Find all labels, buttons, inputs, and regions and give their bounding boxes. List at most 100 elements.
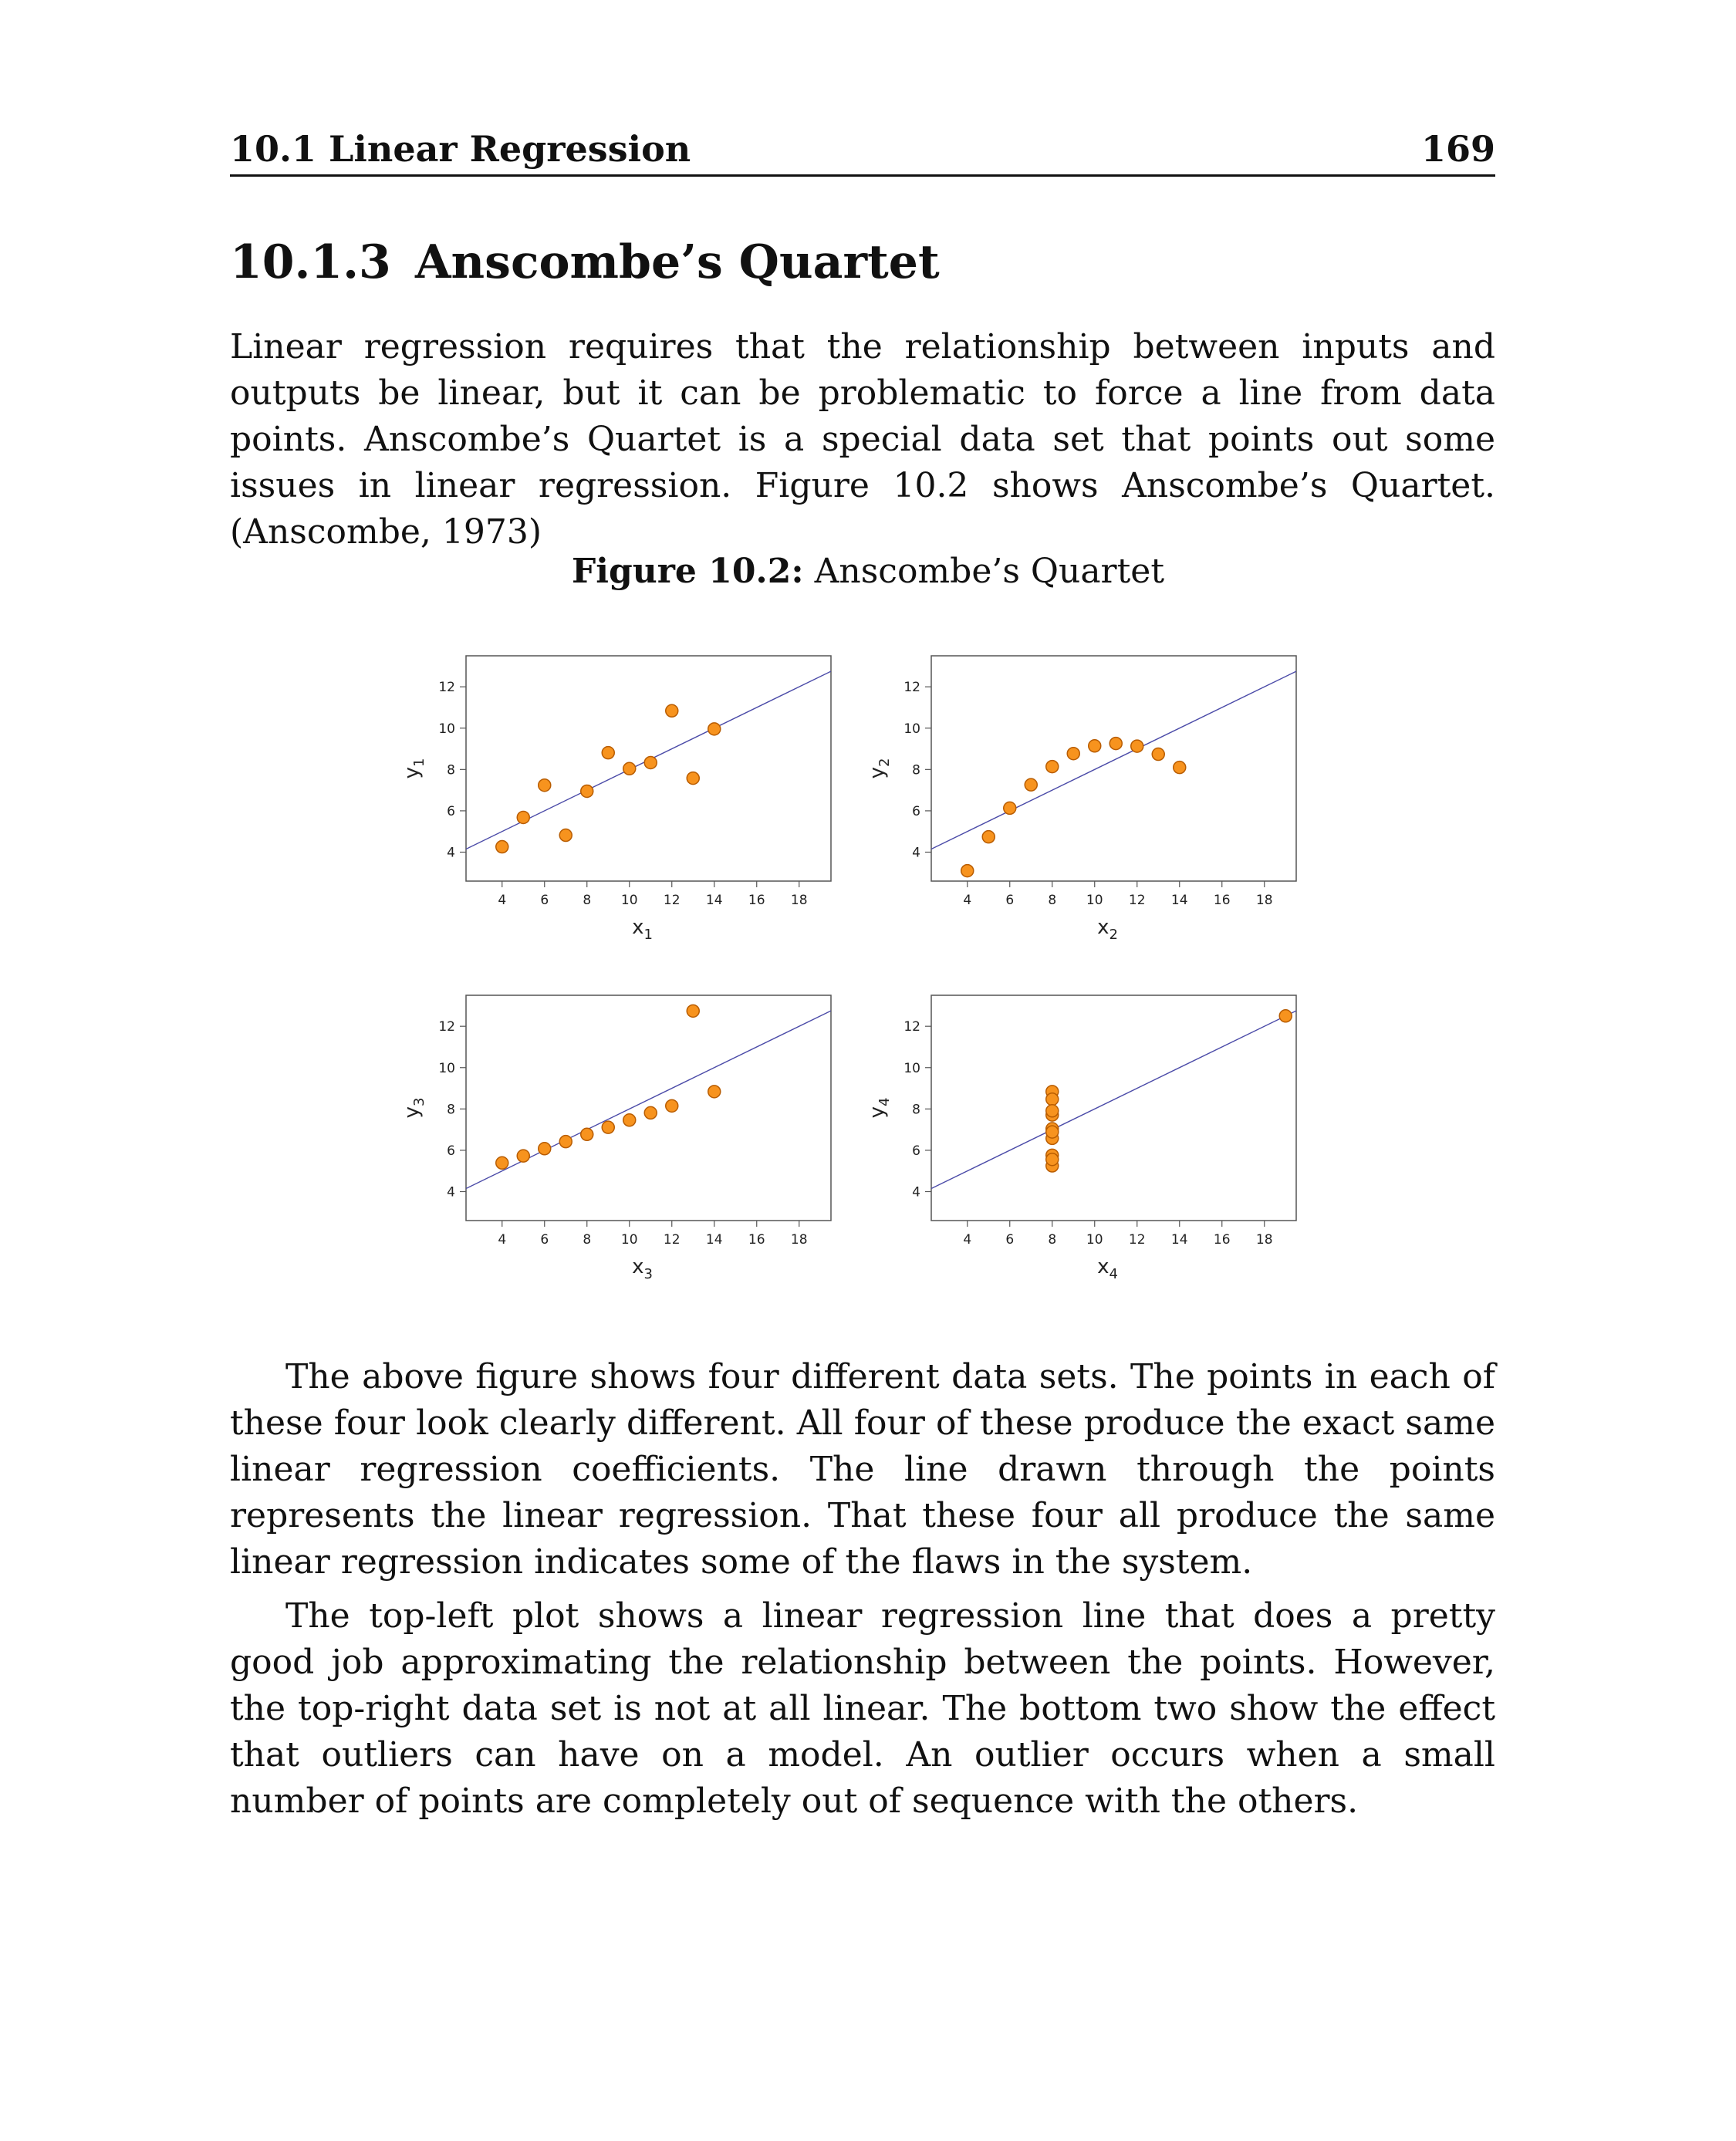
- y-tick-label: 4: [447, 845, 455, 860]
- scatter-plot-2: 4 6 8 10 12 14 16 18 4 6 8 10 12 x2 y2: [866, 655, 1297, 943]
- x-tick-label: 16: [1214, 893, 1231, 908]
- data-point: [601, 1120, 615, 1134]
- x-tick-label: 8: [1048, 893, 1056, 908]
- x-tick-label: 6: [1005, 1232, 1014, 1248]
- intro-paragraph: Linear regression requires that the rela…: [230, 327, 1495, 552]
- data-point: [1278, 1009, 1292, 1023]
- y-tick-label: 4: [447, 1184, 455, 1200]
- data-point: [1045, 759, 1059, 774]
- y-axis-label: y1: [400, 758, 427, 779]
- data-point: [559, 828, 572, 843]
- section-title: Anscombe’s Quartet: [415, 235, 940, 289]
- data-point: [1066, 746, 1080, 761]
- y-axis-label: y3: [400, 1098, 427, 1119]
- x-tick-label: 14: [1171, 893, 1188, 908]
- x-tick-label: 12: [1129, 893, 1146, 908]
- scatter-plot-1: 4 6 8 10 12 14 16 18 4 6 8 10 12 x1 y1: [400, 655, 832, 943]
- y-tick-label: 12: [903, 680, 920, 695]
- x-tick-label: 10: [621, 1232, 638, 1248]
- figure-caption: Figure 10.2: Anscombe’s Quartet: [0, 552, 1736, 591]
- data-point: [708, 722, 721, 736]
- data-point: [1045, 1152, 1059, 1167]
- y-tick-label: 12: [438, 680, 455, 695]
- x-tick-label: 10: [1086, 1232, 1103, 1248]
- x-tick-label: 16: [1214, 1232, 1231, 1248]
- data-point: [495, 1156, 509, 1170]
- x-tick-label: 12: [664, 1232, 681, 1248]
- x-tick-label: 4: [498, 1232, 506, 1248]
- x-tick-label: 18: [791, 1232, 808, 1248]
- data-point: [1130, 739, 1144, 753]
- body-paragraph-2: The above figure shows four different da…: [230, 1357, 1495, 1582]
- plot-frame: [465, 655, 832, 882]
- regression-line: [931, 1010, 1296, 1190]
- header-title: 10.1 Linear Regression: [230, 128, 691, 170]
- data-point: [686, 771, 700, 785]
- y-axis-label: y2: [866, 758, 893, 779]
- data-point: [1109, 736, 1123, 751]
- section-number: 10.1.3: [230, 235, 391, 289]
- data-point: [601, 745, 615, 760]
- data-point: [643, 1106, 657, 1120]
- data-point: [1045, 1092, 1059, 1106]
- data-point: [580, 1127, 594, 1142]
- data-point: [961, 863, 974, 878]
- figure-caption-text: Anscombe’s Quartet: [814, 552, 1164, 591]
- x-tick-label: 8: [1048, 1232, 1056, 1248]
- x-tick-label: 14: [706, 893, 723, 908]
- regression-line: [931, 670, 1296, 850]
- data-point: [516, 1149, 530, 1163]
- y-tick-label: 6: [447, 1143, 455, 1159]
- data-point: [981, 829, 995, 844]
- data-point: [559, 1134, 572, 1149]
- data-point: [495, 839, 509, 854]
- data-point: [516, 810, 530, 825]
- y-tick-label: 6: [912, 1143, 920, 1159]
- data-point: [665, 704, 679, 718]
- x-tick-label: 14: [706, 1232, 723, 1248]
- data-point: [1173, 760, 1187, 775]
- y-tick-label: 4: [912, 1184, 920, 1200]
- x-tick-label: 4: [498, 893, 506, 908]
- body-paragraph-3: The top-left plot shows a linear regress…: [230, 1596, 1495, 1821]
- data-point: [1088, 739, 1102, 753]
- x-tick-label: 18: [791, 893, 808, 908]
- x-tick-label: 18: [1256, 893, 1273, 908]
- x-tick-label: 12: [664, 893, 681, 908]
- x-tick-label: 18: [1256, 1232, 1273, 1248]
- data-point: [623, 1113, 637, 1127]
- x-tick-label: 6: [540, 893, 549, 908]
- x-axis-label: x3: [632, 1255, 653, 1282]
- x-tick-label: 4: [963, 1232, 971, 1248]
- data-point: [538, 778, 552, 792]
- data-point: [538, 1142, 552, 1156]
- data-point: [623, 762, 637, 776]
- x-tick-label: 6: [540, 1232, 549, 1248]
- data-point: [1045, 1104, 1059, 1118]
- x-tick-label: 12: [1129, 1232, 1146, 1248]
- y-tick-label: 8: [912, 762, 920, 778]
- data-point: [686, 1004, 700, 1018]
- y-tick-label: 12: [903, 1019, 920, 1035]
- y-tick-label: 4: [912, 845, 920, 860]
- figure-label: Figure 10.2:: [572, 552, 804, 591]
- y-tick-label: 8: [447, 1102, 455, 1117]
- x-tick-label: 14: [1171, 1232, 1188, 1248]
- scatter-plot-3: 4 6 8 10 12 14 16 18 4 6 8 10 12 x3 y3: [400, 995, 832, 1282]
- x-tick-label: 6: [1005, 893, 1014, 908]
- y-tick-label: 10: [903, 721, 920, 737]
- data-point: [1045, 1125, 1059, 1139]
- plot-frame: [930, 655, 1297, 882]
- x-axis-label: x4: [1097, 1255, 1118, 1282]
- running-header: 10.1 Linear Regression 169: [230, 123, 1495, 177]
- page-number: 169: [1420, 128, 1495, 170]
- x-tick-label: 16: [748, 893, 765, 908]
- data-point: [1024, 778, 1038, 792]
- y-axis-label: y4: [866, 1098, 893, 1119]
- y-tick-label: 10: [903, 1061, 920, 1076]
- data-point: [643, 755, 657, 770]
- data-point: [1151, 747, 1165, 762]
- plot-frame: [465, 995, 832, 1221]
- x-tick-label: 10: [621, 893, 638, 908]
- x-tick-label: 16: [748, 1232, 765, 1248]
